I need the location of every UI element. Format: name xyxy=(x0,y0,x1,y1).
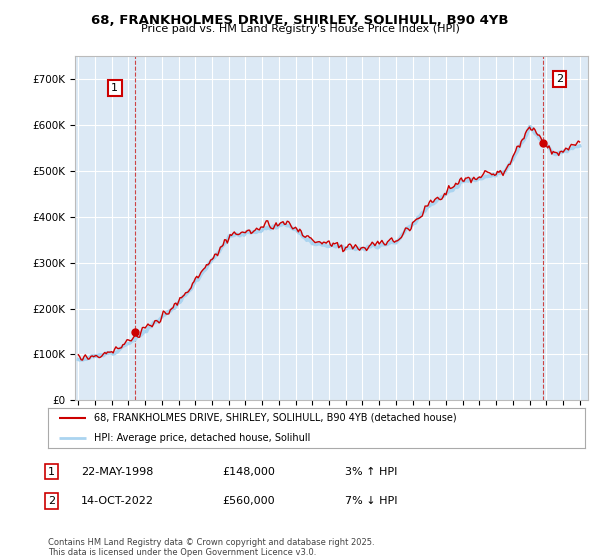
Text: 3% ↑ HPI: 3% ↑ HPI xyxy=(345,466,397,477)
Text: 68, FRANKHOLMES DRIVE, SHIRLEY, SOLIHULL, B90 4YB (detached house): 68, FRANKHOLMES DRIVE, SHIRLEY, SOLIHULL… xyxy=(94,413,456,423)
Text: £148,000: £148,000 xyxy=(222,466,275,477)
Text: 2: 2 xyxy=(48,496,55,506)
Text: 68, FRANKHOLMES DRIVE, SHIRLEY, SOLIHULL, B90 4YB: 68, FRANKHOLMES DRIVE, SHIRLEY, SOLIHULL… xyxy=(91,14,509,27)
Text: HPI: Average price, detached house, Solihull: HPI: Average price, detached house, Soli… xyxy=(94,433,310,443)
Text: 2: 2 xyxy=(556,74,563,84)
Text: £560,000: £560,000 xyxy=(222,496,275,506)
Text: Contains HM Land Registry data © Crown copyright and database right 2025.
This d: Contains HM Land Registry data © Crown c… xyxy=(48,538,374,557)
Text: 14-OCT-2022: 14-OCT-2022 xyxy=(81,496,154,506)
Text: 1: 1 xyxy=(111,83,118,93)
Text: Price paid vs. HM Land Registry's House Price Index (HPI): Price paid vs. HM Land Registry's House … xyxy=(140,24,460,34)
Text: 7% ↓ HPI: 7% ↓ HPI xyxy=(345,496,398,506)
Text: 1: 1 xyxy=(48,466,55,477)
Text: 22-MAY-1998: 22-MAY-1998 xyxy=(81,466,154,477)
